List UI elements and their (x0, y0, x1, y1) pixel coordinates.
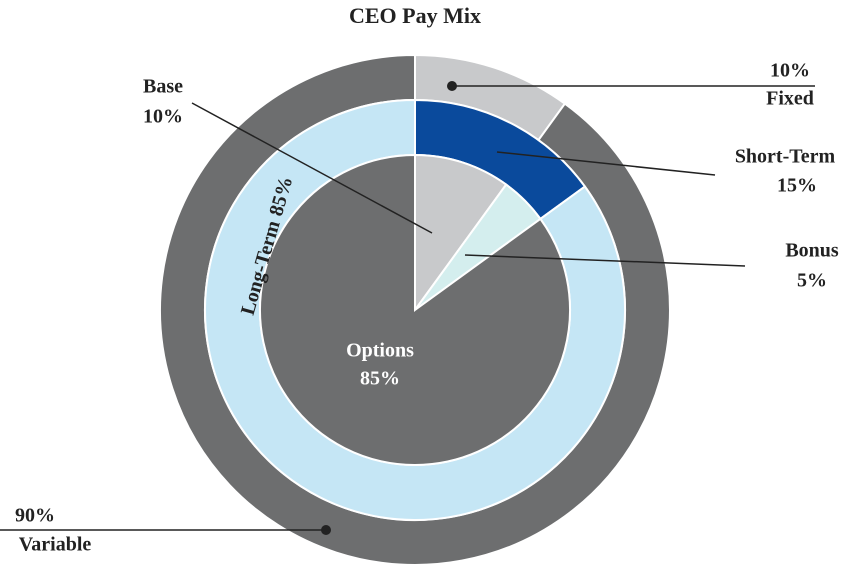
wedge (259, 153, 571, 466)
label-name: Variable (19, 534, 92, 556)
leader-dot (321, 525, 331, 535)
leader-line (464, 254, 746, 267)
label-value: 10% (770, 60, 810, 82)
label-name: Base (143, 76, 183, 98)
leader-line (191, 102, 433, 234)
label-value: 15% (777, 175, 817, 197)
label-name: Fixed (766, 88, 814, 110)
label-value: 10% (143, 106, 183, 128)
leader-dot (447, 81, 457, 91)
label-name: Short-Term (735, 146, 836, 168)
label-value: 85% (360, 368, 400, 390)
chart-title: CEO Pay Mix (349, 3, 481, 28)
label-value: 90% (15, 505, 55, 527)
label-name: Options (346, 340, 414, 362)
leader-line (496, 151, 716, 176)
wedge (414, 153, 508, 314)
label-name: Bonus (785, 240, 839, 262)
label-value: 5% (797, 270, 827, 292)
